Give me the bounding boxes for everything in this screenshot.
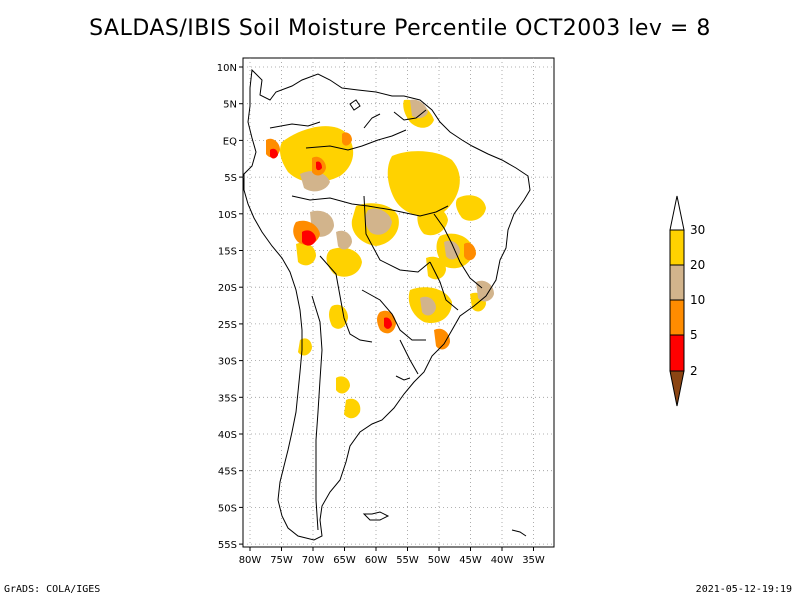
legend-label-2: 2 — [690, 364, 698, 378]
latitude-label: 5N — [223, 100, 237, 111]
color-legend: 30 20 10 5 2 — [669, 195, 705, 407]
longitude-label: 55W — [396, 555, 419, 566]
longitude-label: 80W — [239, 555, 262, 566]
legend-above-30-triangle — [669, 195, 685, 231]
legend-below-2-triangle — [669, 370, 685, 407]
coastlines-borders — [243, 68, 531, 541]
legend-label-10: 10 — [690, 293, 705, 307]
latitude-label: 25S — [218, 320, 237, 331]
legend-label-5: 5 — [690, 328, 698, 342]
gridlines — [243, 58, 554, 547]
legend-20-30-box — [669, 229, 685, 266]
map-title: SALDAS/IBIS Soil Moisture Percentile OCT… — [89, 16, 711, 41]
latitude-label: 20S — [218, 283, 237, 294]
percentile-2-5-areas — [270, 148, 392, 329]
latitude-tick-labels: 10N 5N EQ 5S 10S 15S 20S 25S 30S 35S 40S 45S 50S 55S — [217, 63, 243, 551]
legend-label-20: 20 — [690, 258, 705, 272]
latitude-label: 30S — [218, 357, 237, 368]
legend-2-5-box — [669, 334, 685, 372]
legend-label-30: 30 — [690, 223, 705, 237]
longitude-label: 60W — [365, 555, 388, 566]
latitude-label: 55S — [218, 540, 237, 551]
latitude-label: 50S — [218, 503, 237, 514]
longitude-label: 35W — [522, 555, 545, 566]
longitude-label: 45W — [459, 555, 482, 566]
longitude-label: 70W — [302, 555, 325, 566]
legend-10-20-box — [669, 264, 685, 301]
longitude-label: 65W — [333, 555, 356, 566]
latitude-label: 10N — [217, 63, 237, 74]
longitude-label: 40W — [491, 555, 514, 566]
latitude-label: 40S — [218, 430, 237, 441]
longitude-tick-labels: 80W 75W 70W 65W 60W 55W 50W 45W 40W 35W — [239, 547, 545, 566]
longitude-label: 75W — [270, 555, 293, 566]
longitude-label: 50W — [428, 555, 451, 566]
latitude-label: 5S — [224, 173, 237, 184]
latitude-label: 10S — [218, 210, 237, 221]
legend-5-10-box — [669, 299, 685, 336]
footer-credit: GrADS: COLA/IGES — [4, 584, 101, 595]
footer-timestamp: 2021-05-12-19:19 — [695, 584, 792, 595]
map-frame — [242, 57, 555, 548]
latitude-label: 45S — [218, 467, 237, 478]
latitude-label: 15S — [218, 247, 237, 258]
latitude-label: EQ — [223, 136, 237, 147]
latitude-label: 35S — [218, 393, 237, 404]
